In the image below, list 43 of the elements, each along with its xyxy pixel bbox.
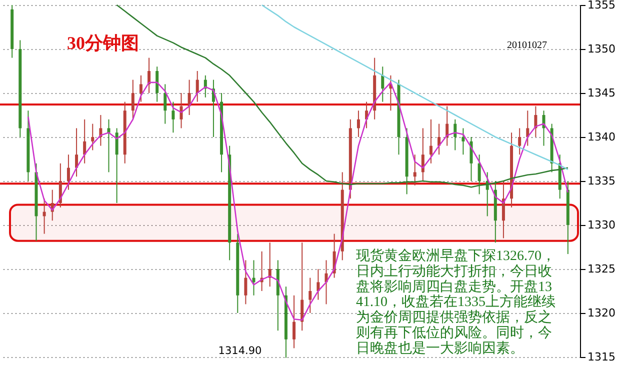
candlestick <box>252 260 256 296</box>
y-tick-label: 1345 <box>588 86 616 100</box>
candlestick <box>429 118 432 164</box>
candlestick <box>172 101 175 134</box>
candlestick <box>83 118 86 164</box>
y-tick-label: 1325 <box>588 262 616 276</box>
y-tick-label: 1330 <box>588 218 616 232</box>
y-tick-label: 1315 <box>588 350 616 364</box>
candlestick <box>518 128 522 156</box>
y-tick-label: 1350 <box>588 42 616 56</box>
candlestick <box>42 198 46 234</box>
y-tick-label: 1355 <box>588 0 616 12</box>
annotation: 1314.90 <box>218 345 262 357</box>
candlestick <box>196 70 199 102</box>
candlestick <box>308 277 312 314</box>
candlestick <box>75 128 78 178</box>
candlestick <box>526 110 530 146</box>
y-tick-label: 1320 <box>588 306 616 320</box>
text: 30分钟图 <box>67 33 139 53</box>
candlestick <box>131 79 134 120</box>
candlestick <box>292 294 296 349</box>
candlestick <box>462 128 465 156</box>
candlestick <box>478 154 481 195</box>
candlestick <box>91 123 94 151</box>
candlestick <box>139 74 142 102</box>
candlestick <box>244 260 248 305</box>
candlestick <box>66 154 70 190</box>
y-tick-label: 1340 <box>588 130 616 144</box>
y-tick-label: 1335 <box>588 174 616 188</box>
candlestick <box>381 66 384 102</box>
text: 20101027 <box>507 40 547 51</box>
candlestick <box>300 242 304 332</box>
candlestick <box>115 128 118 204</box>
candlestick <box>164 84 167 124</box>
candlestick <box>107 118 110 173</box>
line-series <box>261 4 569 170</box>
candlestick <box>316 268 320 300</box>
candlestick <box>356 110 360 138</box>
candlestick <box>180 92 183 129</box>
candlestick <box>413 154 416 186</box>
candlestick <box>156 66 159 102</box>
candlestick <box>502 180 505 239</box>
annotation: 现货黄金欧洲早盘下探1326.70，日内上行动能大打折扣，今日收盘将影响周四白盘走势。开盘1341.10，收盘若在1335上方能继续为金价周四提供强势依据，反之则有再下低位的风险。同时，今日晚盘也是一大影响因素。 <box>356 248 556 356</box>
